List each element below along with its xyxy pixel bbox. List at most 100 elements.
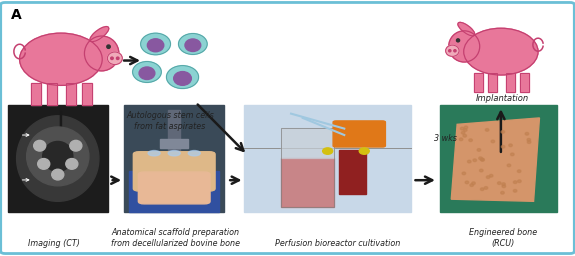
- Bar: [168, 110, 180, 169]
- Bar: [66, 83, 76, 105]
- Ellipse shape: [458, 22, 475, 36]
- Bar: [7, 105, 108, 212]
- Ellipse shape: [480, 169, 483, 172]
- Text: Perfusion bioreactor cultivation: Perfusion bioreactor cultivation: [275, 239, 401, 248]
- Bar: [505, 73, 515, 92]
- Ellipse shape: [463, 129, 467, 131]
- Ellipse shape: [486, 176, 490, 178]
- Ellipse shape: [174, 72, 191, 85]
- Ellipse shape: [188, 151, 200, 156]
- Bar: [474, 73, 482, 92]
- Bar: [124, 105, 224, 212]
- Ellipse shape: [454, 50, 456, 52]
- Ellipse shape: [147, 39, 164, 52]
- Ellipse shape: [461, 131, 465, 134]
- Ellipse shape: [85, 36, 119, 71]
- Ellipse shape: [26, 127, 89, 186]
- Ellipse shape: [448, 31, 480, 62]
- Bar: [281, 128, 334, 207]
- Ellipse shape: [323, 148, 333, 154]
- Ellipse shape: [66, 158, 78, 169]
- Ellipse shape: [464, 126, 467, 129]
- Ellipse shape: [43, 142, 73, 171]
- Ellipse shape: [518, 180, 521, 183]
- Ellipse shape: [185, 39, 201, 51]
- Ellipse shape: [473, 159, 477, 162]
- Ellipse shape: [513, 189, 517, 192]
- Ellipse shape: [502, 183, 505, 185]
- Ellipse shape: [509, 144, 512, 147]
- Ellipse shape: [511, 153, 514, 156]
- Bar: [82, 83, 92, 105]
- Bar: [488, 73, 497, 92]
- Bar: [160, 139, 188, 148]
- Bar: [439, 105, 557, 212]
- Ellipse shape: [513, 181, 517, 184]
- Ellipse shape: [481, 158, 484, 161]
- Bar: [66, 83, 76, 105]
- Ellipse shape: [111, 57, 113, 59]
- Ellipse shape: [463, 134, 466, 137]
- Ellipse shape: [457, 39, 459, 42]
- Ellipse shape: [480, 188, 484, 190]
- Ellipse shape: [20, 33, 102, 86]
- Polygon shape: [451, 118, 539, 201]
- Text: Anatomical scaffold preparation
from decellularized bovine bone: Anatomical scaffold preparation from dec…: [111, 228, 240, 248]
- Ellipse shape: [484, 187, 488, 189]
- Ellipse shape: [459, 138, 463, 141]
- Ellipse shape: [38, 158, 50, 169]
- Bar: [474, 73, 482, 92]
- Ellipse shape: [527, 141, 531, 143]
- Ellipse shape: [167, 66, 198, 89]
- Ellipse shape: [491, 140, 494, 143]
- Ellipse shape: [518, 170, 521, 173]
- Ellipse shape: [527, 138, 531, 141]
- FancyBboxPatch shape: [333, 121, 385, 147]
- Ellipse shape: [148, 151, 160, 156]
- Ellipse shape: [141, 33, 170, 55]
- Bar: [520, 73, 529, 92]
- Ellipse shape: [133, 61, 162, 82]
- Ellipse shape: [489, 174, 493, 177]
- Bar: [47, 83, 57, 105]
- Ellipse shape: [479, 157, 482, 159]
- Ellipse shape: [117, 57, 119, 59]
- Text: 3 wks: 3 wks: [434, 134, 457, 143]
- Bar: [129, 171, 220, 212]
- Ellipse shape: [507, 164, 511, 167]
- Ellipse shape: [17, 116, 99, 201]
- Ellipse shape: [107, 45, 110, 48]
- Ellipse shape: [462, 172, 466, 175]
- Ellipse shape: [465, 181, 469, 184]
- Bar: [281, 128, 334, 158]
- Bar: [47, 83, 57, 105]
- Ellipse shape: [463, 28, 538, 75]
- Ellipse shape: [139, 67, 155, 80]
- Ellipse shape: [461, 127, 464, 130]
- Ellipse shape: [108, 52, 122, 65]
- Bar: [520, 73, 529, 92]
- Ellipse shape: [525, 132, 529, 135]
- Ellipse shape: [469, 139, 473, 142]
- Ellipse shape: [497, 182, 501, 185]
- Text: A: A: [11, 8, 22, 22]
- Bar: [281, 158, 334, 207]
- Ellipse shape: [34, 140, 46, 151]
- Ellipse shape: [502, 185, 505, 188]
- Text: Imaging (CT): Imaging (CT): [28, 239, 79, 248]
- FancyBboxPatch shape: [1, 3, 574, 253]
- FancyBboxPatch shape: [133, 152, 215, 191]
- Bar: [339, 150, 366, 194]
- Ellipse shape: [480, 158, 484, 161]
- Ellipse shape: [467, 160, 471, 163]
- Bar: [30, 83, 41, 105]
- Ellipse shape: [446, 45, 459, 56]
- Ellipse shape: [70, 140, 82, 151]
- Bar: [82, 83, 92, 105]
- Bar: [505, 73, 515, 92]
- Ellipse shape: [472, 182, 476, 185]
- Text: Implantation: Implantation: [476, 93, 529, 103]
- Ellipse shape: [501, 191, 504, 194]
- Ellipse shape: [448, 50, 451, 52]
- Bar: [244, 105, 411, 212]
